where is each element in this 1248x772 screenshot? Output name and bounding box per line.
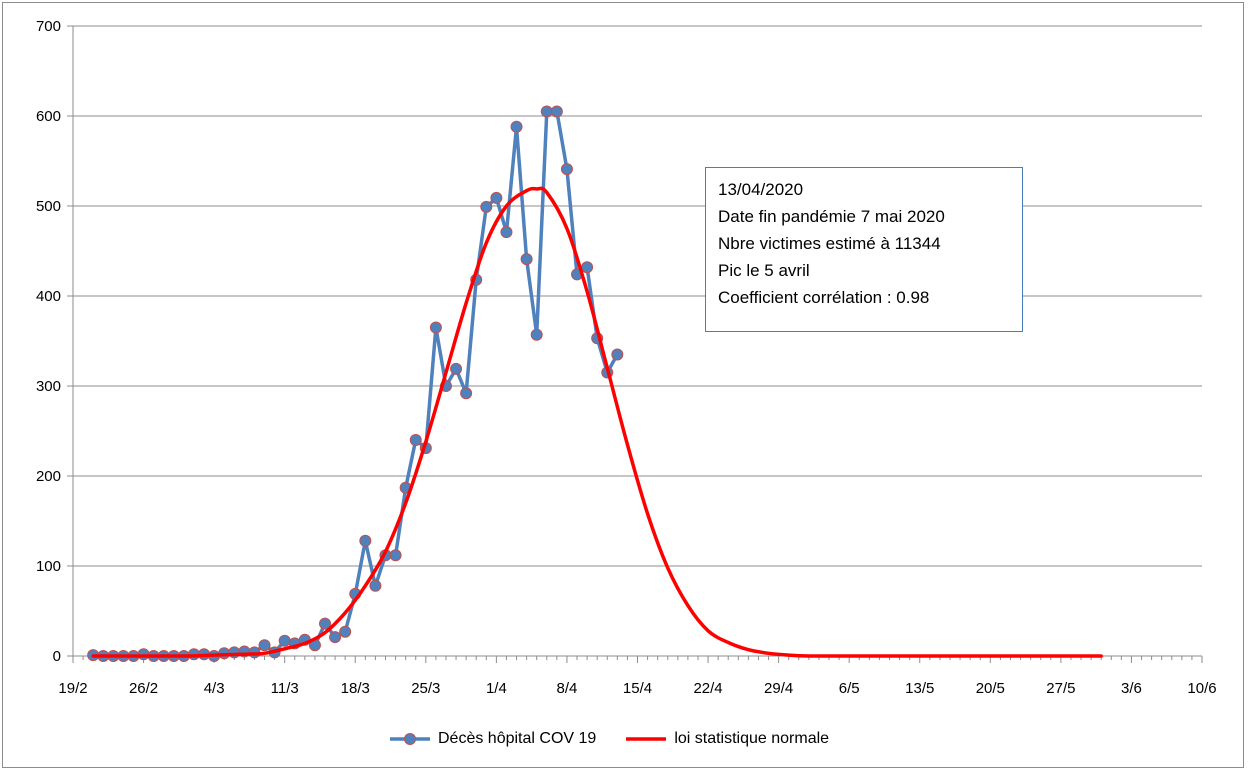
y-tick-label: 500	[36, 198, 61, 215]
data-point	[329, 631, 342, 644]
data-point	[359, 534, 372, 547]
axes	[67, 25, 1203, 663]
x-tick-label: 20/5	[976, 680, 1005, 697]
legend-label-normal-law: loi statistique normale	[674, 730, 830, 747]
legend-item-normal-law: loi statistique normale	[624, 730, 829, 748]
data-point	[429, 321, 442, 334]
data-point	[581, 261, 594, 274]
y-tick-label: 0	[53, 648, 61, 665]
chart-legend: Décès hôpital COV 19 loi statistique nor…	[388, 728, 857, 750]
y-tick-labels: 0 100 200 300 400 500 600 700	[36, 18, 61, 665]
series-line	[91, 186, 1103, 658]
legend-marker-red-line-icon	[626, 737, 667, 741]
x-tick-label: 27/5	[1046, 680, 1075, 697]
data-point	[339, 625, 352, 638]
legend-label-deaths: Décès hôpital COV 19	[438, 730, 597, 747]
y-tick-label: 200	[36, 468, 61, 485]
data-point	[319, 617, 332, 630]
x-tick-label: 18/3	[341, 680, 370, 697]
plot-series	[87, 105, 1103, 662]
legend-item-deaths: Décès hôpital COV 19	[388, 730, 596, 748]
x-tick-label: 19/2	[58, 680, 87, 697]
x-tick-label: 22/4	[693, 680, 722, 697]
series-normal-law	[91, 186, 1103, 658]
annotation-line-victims: Nbre victimes estimé à 11344	[718, 234, 941, 253]
data-point	[460, 387, 473, 400]
data-point	[490, 191, 503, 204]
data-point	[540, 105, 553, 118]
y-tick-label: 700	[36, 18, 61, 35]
data-point	[520, 253, 533, 266]
y-tick-label: 400	[36, 288, 61, 305]
y-tick-label: 100	[36, 558, 61, 575]
data-point	[450, 362, 463, 375]
x-tick-label: 8/4	[557, 680, 578, 697]
data-point	[500, 226, 513, 239]
annotation-box: 13/04/2020 Date fin pandémie 7 mai 2020 …	[705, 167, 1023, 332]
data-point	[611, 348, 624, 361]
legend-marker-blue-line-icon	[390, 733, 430, 745]
x-tick-label: 25/3	[411, 680, 440, 697]
data-point	[530, 328, 543, 341]
x-tick-label: 29/4	[764, 680, 793, 697]
annotation-line-peak: Pic le 5 avril	[718, 261, 810, 280]
data-point	[389, 549, 402, 562]
data-point	[510, 120, 523, 133]
y-tick-label: 300	[36, 378, 61, 395]
x-tick-label: 13/5	[905, 680, 934, 697]
series-line	[91, 109, 620, 658]
x-tick-label: 3/6	[1121, 680, 1142, 697]
x-tick-labels: 19/2 26/2 4/3 11/3 18/3 25/3 1/4 8/4 15/4 22/4 29/…	[58, 680, 1216, 697]
data-point	[480, 200, 493, 213]
data-point	[137, 648, 150, 661]
data-point	[369, 579, 382, 592]
data-point	[409, 434, 422, 446]
annotation-line-end-date: Date fin pandémie 7 mai 2020	[718, 207, 945, 226]
grid-lines	[73, 25, 1202, 567]
data-point	[258, 639, 271, 652]
x-tick-label: 1/4	[486, 680, 507, 697]
data-point	[560, 163, 573, 176]
annotation-line-correlation: Coefficient corrélation : 0.98	[718, 288, 930, 307]
x-tick-label: 26/2	[129, 680, 158, 697]
data-point	[550, 105, 563, 118]
x-tick-label: 4/3	[204, 680, 225, 697]
x-tick-label: 10/6	[1187, 680, 1216, 697]
x-tick-label: 15/4	[623, 680, 652, 697]
x-tick-label: 11/3	[271, 680, 299, 697]
y-tick-label: 600	[36, 108, 61, 125]
data-point	[278, 634, 291, 647]
x-tick-label: 6/5	[839, 680, 860, 697]
annotation-line-date: 13/04/2020	[718, 180, 804, 199]
